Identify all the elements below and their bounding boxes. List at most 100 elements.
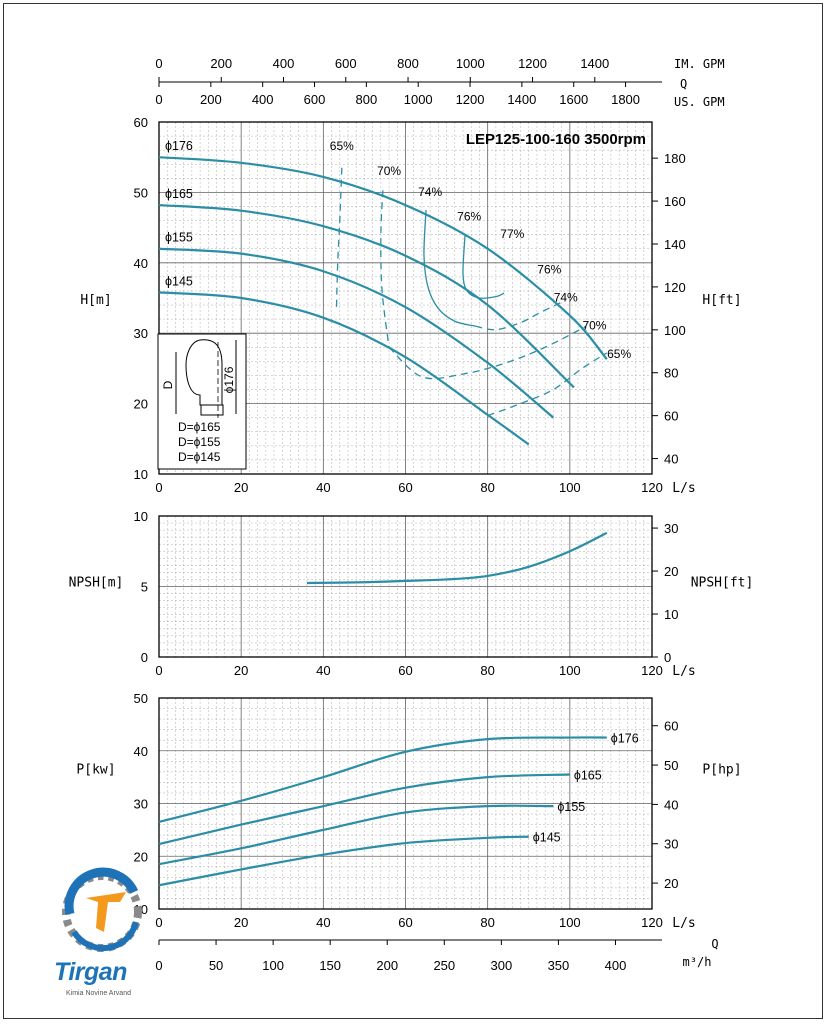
- x-tick-label: 0: [155, 663, 162, 678]
- us-gpm-tick-label: 1800: [611, 92, 640, 107]
- inset-d-label: D: [161, 380, 175, 389]
- im-gpm-tick-label: 400: [273, 56, 295, 71]
- series-label: ϕ145: [533, 831, 561, 845]
- efficiency-label: 74%: [554, 291, 578, 305]
- x-tick-label: 120: [641, 663, 663, 678]
- x-tick-label: 80: [480, 915, 494, 930]
- x-tick-label: 60: [398, 480, 412, 495]
- y2-tick-label: 60: [664, 719, 678, 734]
- y2-axis-label: P[hp]: [702, 763, 741, 778]
- efficiency-label: 65%: [607, 347, 631, 361]
- us-gpm-tick-label: 800: [356, 92, 378, 107]
- x-tick-label: 40: [316, 915, 330, 930]
- y2-axis-label: H[ft]: [702, 293, 741, 308]
- panel-2: [158, 515, 658, 658]
- y-tick-label: 5: [141, 580, 148, 595]
- series-curve: [158, 804, 554, 866]
- y2-tick-label: 100: [664, 323, 686, 338]
- m3h-tick-label: 200: [376, 958, 398, 973]
- y-tick-label: 30: [134, 797, 148, 812]
- plot-frame: [158, 697, 653, 910]
- efficiency-curve: [487, 352, 608, 417]
- x-tick-label: 20: [234, 663, 248, 678]
- efficiency-label: 76%: [457, 210, 481, 224]
- us-gpm-tick-label: 1000: [404, 92, 433, 107]
- efficiency-curve: [380, 190, 390, 348]
- y-tick-label: 40: [134, 744, 148, 759]
- efficiency-label: 70%: [582, 319, 606, 333]
- series-curve: [158, 203, 575, 389]
- x-axis-unit: L/s: [672, 481, 695, 496]
- series-label: ϕ145: [165, 274, 193, 288]
- efficiency-curve: [423, 209, 476, 327]
- y2-tick-label: 20: [664, 564, 678, 579]
- logo-name: Tirgan: [54, 958, 127, 986]
- im-gpm-tick-label: 1200: [518, 56, 547, 71]
- y2-axis-label: NPSH[ft]: [691, 576, 754, 591]
- series-curve: [158, 247, 555, 419]
- series-curve: [306, 531, 608, 585]
- inset-line: D=ϕ165: [178, 420, 221, 434]
- efficiency-curve: [462, 234, 505, 299]
- efficiency-curve: [475, 301, 562, 331]
- y2-tick-label: 180: [664, 151, 686, 166]
- x-tick-label: 0: [155, 480, 162, 495]
- inset-line: D=ϕ145: [178, 450, 221, 464]
- inset-box: [157, 333, 247, 470]
- y2-tick-label: 120: [664, 280, 686, 295]
- m3h-tick-label: 100: [262, 958, 284, 973]
- m3h-tick-label: 0: [155, 958, 162, 973]
- us-gpm-tick-label: 0: [155, 92, 162, 107]
- efficiency-curve: [388, 325, 587, 380]
- y2-tick-label: 20: [664, 876, 678, 891]
- series-label: ϕ176: [165, 139, 193, 153]
- impeller-outline: [185, 339, 223, 406]
- y2-tick-label: 80: [664, 366, 678, 381]
- y2-tick-label: 40: [664, 797, 678, 812]
- y-tick-label: 10: [134, 467, 148, 482]
- plot-frame: [158, 515, 653, 658]
- m3h-tick-label: 400: [605, 958, 627, 973]
- inset-line: D=ϕ155: [178, 435, 221, 449]
- series-curve: [158, 736, 607, 824]
- im-gpm-tick-label: 0: [155, 56, 162, 71]
- us-gpm-tick-label: 400: [252, 92, 274, 107]
- y-axis-label: P[kw]: [76, 763, 115, 778]
- x-axis-unit: L/s: [672, 916, 695, 931]
- us-gpm-tick-label: 1200: [456, 92, 485, 107]
- bottom-q-label: Q: [711, 937, 718, 951]
- m3h-tick-label: 250: [433, 958, 455, 973]
- x-tick-label: 80: [480, 480, 494, 495]
- series-curve: [158, 156, 608, 360]
- im-gpm-tick-label: 800: [397, 56, 419, 71]
- page-frame: [3, 3, 823, 1019]
- efficiency-label: 77%: [500, 227, 524, 241]
- y-tick-label: 30: [134, 326, 148, 341]
- logo-subtitle: Kimia Novine Arvand: [66, 990, 131, 997]
- series-curve: [158, 835, 529, 887]
- y-tick-label: 0: [141, 650, 148, 665]
- panel-3: [158, 697, 662, 945]
- y2-tick-label: 40: [664, 452, 678, 467]
- series-label: ϕ176: [611, 732, 639, 746]
- series-label: ϕ165: [165, 187, 193, 201]
- chart-title: LEP125-100-160 3500rpm: [466, 131, 646, 148]
- y2-tick-label: 140: [664, 237, 686, 252]
- im-gpm-tick-label: 600: [335, 56, 357, 71]
- series-curve: [158, 291, 530, 446]
- gear-logo-icon: [62, 867, 142, 952]
- plot-frame: [158, 121, 653, 475]
- panel-1: [157, 77, 662, 475]
- series-curve: [158, 773, 570, 846]
- series-label: ϕ155: [165, 231, 193, 245]
- efficiency-label: 70%: [377, 164, 401, 178]
- y-tick-label: 40: [134, 256, 148, 271]
- m3h-label: m³/h: [683, 955, 712, 969]
- im-gpm-tick-label: 1400: [580, 56, 609, 71]
- us-gpm-tick-label: 1600: [559, 92, 588, 107]
- impeller-inset: [157, 333, 247, 470]
- inset-dia-label: ϕ176: [222, 366, 236, 393]
- us-gpm-label: US. GPM: [674, 95, 725, 109]
- x-tick-label: 100: [559, 915, 581, 930]
- y-axis-label: NPSH[m]: [69, 576, 124, 591]
